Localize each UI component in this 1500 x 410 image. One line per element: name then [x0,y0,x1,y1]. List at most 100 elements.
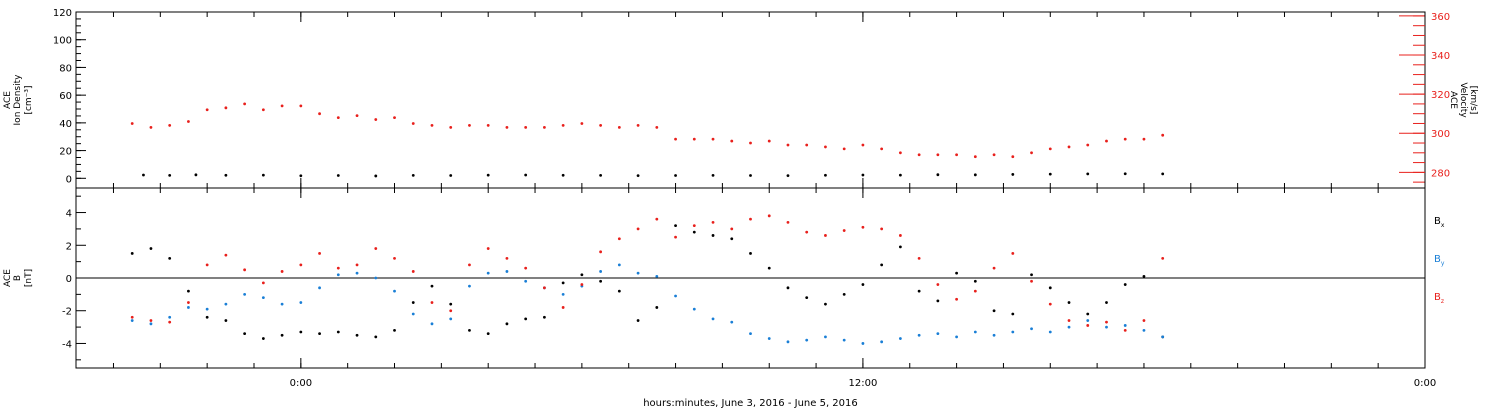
bz-point [636,227,640,231]
y2-tick-label: 360 [1431,12,1450,23]
velocity-point [786,143,790,147]
density-point [524,173,528,177]
by-point [1011,330,1015,334]
x-tick-label: 0:00 [1414,378,1436,389]
y2label-line: [km/s] [1468,86,1478,115]
bx-point [730,237,734,241]
by-point [1105,325,1108,329]
bx-point [1086,312,1090,316]
by-point [243,292,247,296]
density-point [411,173,415,177]
ylabel-line: B [13,275,23,281]
bz-point [861,225,865,229]
velocity-point [149,125,153,129]
by-point [318,286,321,290]
bz-point [1048,302,1052,306]
bz-point [543,286,546,290]
bz-point [449,309,453,313]
velocity-point [767,139,771,143]
bx-point [411,301,415,304]
bz-point [168,320,172,324]
bz-point [1086,324,1090,327]
by-point [130,319,134,322]
velocity-point [674,137,677,141]
bz-point [468,263,471,267]
density-point [449,174,453,177]
ylabel-line: Ion Density [13,74,23,126]
y2label-group: ACE Velocity [km/s] [1448,82,1478,118]
bz-point [411,270,415,273]
velocity-point [261,108,265,112]
bx-point [261,337,265,340]
by-point [617,263,621,267]
density-point [299,174,303,178]
bx-point [992,309,996,313]
by-point [655,274,659,278]
bx-point [767,266,771,270]
y-tick-label: 40 [59,119,72,130]
velocity-point [936,153,940,157]
by-point [805,338,809,342]
bx-point [187,289,190,293]
y-tick-label: -2 [62,307,72,318]
bz-point [767,214,771,218]
bz-point [1161,256,1165,260]
bz-point [561,306,565,309]
velocity-point [505,125,509,129]
density-point [261,173,265,177]
velocity-point [580,122,584,125]
legend-entry: Bz [1434,292,1444,305]
by-point [1030,327,1033,331]
by-point [486,271,490,275]
bx-point [580,273,584,277]
bx-point [449,302,453,306]
density-point [1086,172,1090,176]
velocity-point [411,122,415,125]
velocity-point [336,116,340,119]
velocity-point [880,147,884,151]
bz-point [318,252,321,255]
by-point [692,307,696,311]
bz-point [617,237,621,241]
bx-point [468,328,471,332]
by-point [187,306,190,309]
density-point [824,173,827,177]
x-tick-label: 0:00 [290,378,312,389]
bz-point [917,256,921,260]
bx-point [318,332,321,336]
legend-entry: By [1434,254,1445,267]
bx-point [543,315,546,319]
bx-point [1067,301,1071,304]
bz-point [1067,319,1071,322]
bx-point [149,247,153,250]
velocity-point [374,118,378,121]
velocity-point [805,143,809,147]
bx-point [617,289,621,293]
y-tick-label: 2 [66,241,72,252]
y-tick-label: 60 [59,91,72,102]
velocity-point [1142,137,1146,141]
by-point [374,276,378,280]
density-point [168,173,172,177]
bz-point [992,266,996,270]
panel-frame [75,11,1426,189]
velocity-point [318,112,321,116]
by-point [280,302,284,306]
velocity-point [1123,137,1127,141]
bx-point [599,279,603,283]
density-point [898,173,902,177]
bz-point [898,234,902,237]
bz-point [336,266,340,270]
density-point [936,173,940,177]
density-point [1011,173,1015,176]
bx-point [898,245,902,249]
density-point [336,174,340,177]
bz-point [655,217,659,221]
velocity-point [1067,145,1071,149]
by-point [393,289,396,293]
y-tick-label: 120 [53,8,72,19]
by-point [1048,330,1052,334]
bx-point [524,317,528,321]
bz-point [842,229,846,232]
density-point [636,174,640,178]
